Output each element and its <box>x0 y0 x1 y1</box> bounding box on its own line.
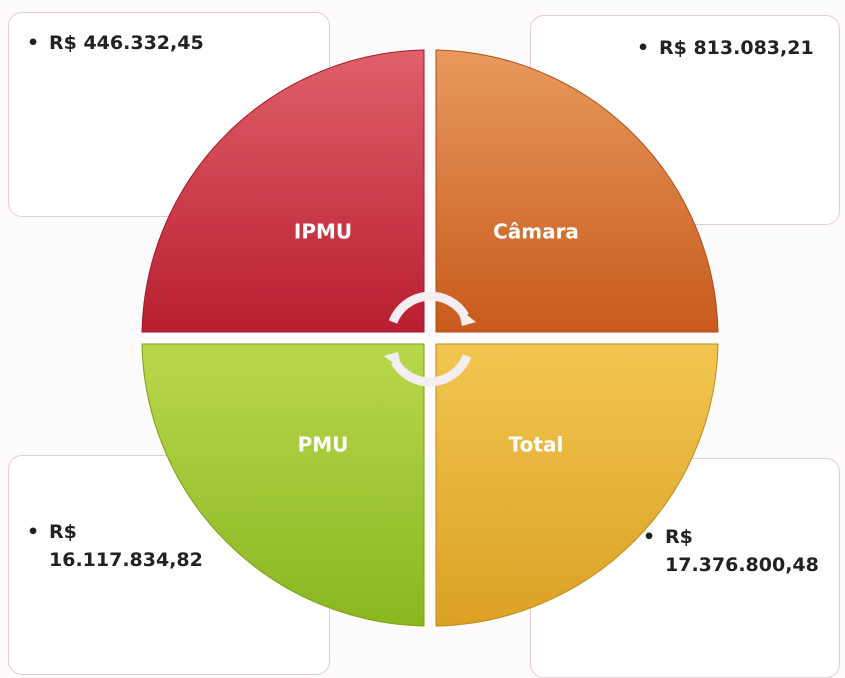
quadrant-label: IPMU <box>294 220 352 244</box>
quadrant <box>141 49 425 333</box>
amount: R$ 16.117.834,82 <box>27 518 224 574</box>
quadrant-label: Total <box>509 433 564 457</box>
cycle-arrow <box>391 354 472 387</box>
amount: R$ 446.332,45 <box>27 29 204 57</box>
arrow-head <box>384 352 402 370</box>
amount: R$ 813.083,21 <box>637 34 814 62</box>
quadrant <box>435 49 719 333</box>
cycle-matrix: IPMU Câmara PMU Total <box>141 49 719 627</box>
page: R$ 446.332,45 R$ 813.083,21 R$ 16.117.83… <box>0 0 845 663</box>
quadrant-label: PMU <box>298 433 349 457</box>
quadrant-label: Câmara <box>493 220 579 244</box>
quadrant <box>141 343 425 627</box>
quadrant <box>435 343 719 627</box>
cycle-arrow <box>388 291 469 324</box>
arrow-head <box>458 308 476 326</box>
amount: R$ 17.376.800,48 <box>643 523 840 579</box>
